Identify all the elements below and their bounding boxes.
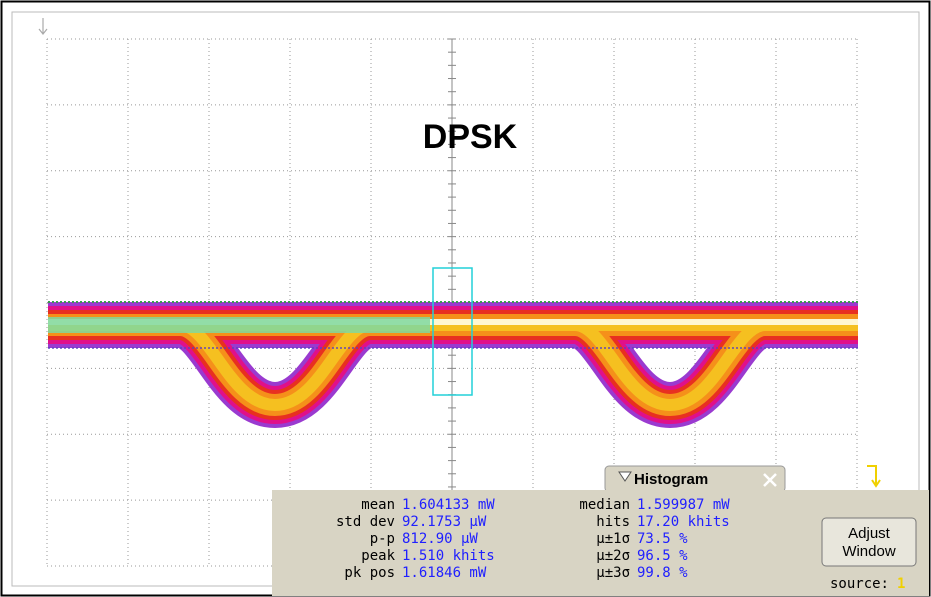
measurement-value: 92.1753 µW — [402, 514, 487, 530]
measurement-value: 1.510 khits — [402, 548, 495, 564]
measurement-label: p-p — [370, 531, 395, 547]
panel-body — [272, 490, 929, 596]
histogram-window — [432, 267, 473, 396]
measurement-label: median — [579, 497, 630, 513]
measurement-label: peak — [361, 548, 395, 564]
eye-diagram — [48, 301, 858, 429]
button-label[interactable]: Adjust — [848, 525, 891, 542]
measurements: mean 1.604133 mW std dev 92.1753 µW p-p 812.9… — [336, 497, 730, 581]
measurement-label: mean — [361, 497, 395, 513]
button-label[interactable]: Window — [842, 543, 896, 560]
measurement-value: 99.8 % — [637, 565, 688, 581]
eye-trace — [573, 319, 767, 412]
panel-title: Histogram — [634, 471, 708, 488]
measurement-value: 1.61846 mW — [402, 565, 487, 581]
close-icon[interactable] — [763, 473, 777, 487]
measurement-value: 812.90 µW — [402, 531, 478, 547]
marker-icon — [867, 465, 881, 488]
measurement-label: µ±3σ — [596, 565, 630, 581]
waveform-label: DPSK — [423, 118, 518, 156]
measurement-value: 96.5 % — [637, 548, 688, 564]
measurement-label: µ±2σ — [596, 548, 630, 564]
measurement-value: 1.604133 mW — [402, 497, 495, 513]
measurement-value: 17.20 khits — [637, 514, 730, 530]
collapse-icon[interactable] — [618, 471, 632, 482]
measurement-value: 73.5 % — [637, 531, 688, 547]
source-label: source: — [830, 576, 889, 592]
adjust-window-button[interactable] — [821, 517, 917, 567]
measurement-label: pk pos — [344, 565, 395, 581]
eye-trace — [178, 319, 372, 412]
measurement-label: hits — [596, 514, 630, 530]
measurement-label: std dev — [336, 514, 395, 530]
measurement-label: µ±1σ — [596, 531, 630, 547]
source-value[interactable]: 1 — [897, 576, 905, 592]
trigger-marker — [38, 18, 48, 35]
histogram-panel: Histogram Adjust Window source: 1 mean 1.… — [272, 465, 929, 596]
measurement-value: 1.599987 mW — [637, 497, 730, 513]
